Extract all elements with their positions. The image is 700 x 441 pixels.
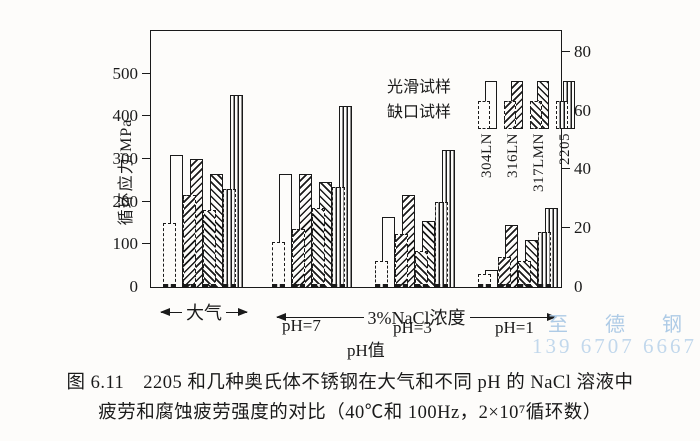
y2-tick-80 [561,50,570,52]
legend-icons: 304LN 316LN 317LMN 2205 [478,63,575,213]
bar-317LMN-notched [415,250,428,287]
bar-2205-notched [223,188,236,287]
bar-2205-notched [332,186,345,287]
arrow-right-icon [469,312,557,321]
y-tick-label-300: 300 [112,149,139,168]
ph1-label: pH=1 [495,318,534,337]
bar-pair-317LMN-大气 [203,31,223,287]
legend-label-2205: 2205 [557,133,573,165]
legend-swatch-2205-icon [556,63,575,129]
bar-316LN-notched [498,257,511,287]
bar-pair-316LN-大气 [183,31,203,287]
bar-2205-notched [435,201,448,287]
bar-316LN-notched [183,195,196,287]
y2-tick-label-60: 60 [574,100,591,120]
bar-304LN-notched [272,242,285,287]
y2-tick-label-80: 80 [574,41,591,61]
caption-line-1: 图 6.11 2205 和几种奥氏体不锈钢在大气和不同 pH 的 NaCl 溶液… [66,373,634,393]
watermark-name: 至 德 钢 业 [548,314,700,336]
y-tick-label-0: 0 [129,277,139,296]
y-tick-400 [142,115,151,117]
atmosphere-range-arrow: 大气 [160,299,248,325]
ph3-label: pH=3 [393,318,432,337]
bar-pair-2205-pH=3 [435,31,455,287]
legend-text: 光滑试样 缺口试样 [387,75,451,125]
bar-pair-304LN-pH=7 [272,31,292,287]
y-tick-label-500: 500 [112,63,139,83]
y-tick-label-200: 200 [112,191,139,211]
y2-tick-label-40: 40 [574,159,591,179]
arrow-right-icon [226,307,248,316]
legend-notched-bar-icon [478,101,490,129]
arrow-left-icon [276,312,364,321]
y2-tick-label-0: 0 [574,277,583,296]
legend-notched-bar-icon [556,101,568,129]
legend-item-304LN: 304LN [478,63,497,213]
y-tick-100 [142,243,151,245]
nacl-label: 3%NaCl浓度 [367,308,466,328]
nacl-range-arrow: 3%NaCl浓度 [276,304,557,330]
bar-317LMN-notched [312,208,325,287]
bar-317LMN-notched [203,210,216,287]
bar-pair-304LN-pH=1 [478,31,498,287]
y-tick-200 [142,200,151,202]
bar-304LN-notched [375,261,388,287]
plot-area: 光滑试样 缺口试样 304LN 316LN 317LMN 2205 0 100 200 30… [113,30,591,296]
bar-pair-2205-pH=7 [332,31,352,287]
bar-pair-316LN-pH=3 [395,31,415,287]
legend-notched-bar-icon [530,101,542,129]
ph7-label: pH=7 [282,316,321,335]
y-tick-300 [142,158,151,159]
legend-swatch-304LN-icon [478,63,497,129]
bar-pair-317LMN-pH=7 [312,31,332,287]
bar-pair-317LMN-pH=1 [518,31,538,287]
legend-item-317LMN: 317LMN [530,63,549,213]
bar-316LN-notched [395,233,408,287]
y-tick-label-400: 400 [112,106,139,126]
bar-317LMN-notched [518,261,531,287]
atmosphere-label: 大气 [186,303,222,323]
y2-tick-40 [561,168,570,170]
legend-notched-label: 缺口试样 [387,104,452,121]
ph-axis-title: pH值 [347,341,385,360]
bar-2205-notched [538,231,551,287]
bar-304LN-notched [163,223,176,287]
bar-pair-316LN-pH=7 [292,31,312,287]
legend-notched-bar-icon [504,101,516,129]
bar-pair-2205-pH=1 [538,31,558,287]
caption-line-2: 疲劳和腐蚀疲劳强度的对比（40℃和 100Hz，2×10⁷循环数） [98,403,602,423]
bar-pair-304LN-pH=3 [375,31,395,287]
bar-pair-317LMN-pH=3 [415,31,435,287]
legend-item-2205: 2205 [556,63,575,213]
legend-swatch-316LN-icon [504,63,523,129]
legend-item-316LN: 316LN [504,63,523,213]
y2-tick-20 [561,227,570,229]
bar-pair-316LN-pH=1 [498,31,518,287]
y2-tick-label-20: 20 [574,218,591,238]
bar-pair-304LN-大气 [163,31,183,287]
bar-304LN-notched [478,274,491,287]
arrow-left-icon [160,307,182,316]
bar-316LN-notched [292,229,305,287]
watermark-phone: 139 6707 6667 [532,334,697,358]
legend-swatch-317LMN-icon [530,63,549,129]
legend-smooth-label: 光滑试样 [387,79,452,96]
bar-pair-2205-大气 [223,31,243,287]
y-tick-500 [142,72,151,74]
y-tick-label-100: 100 [112,234,139,254]
